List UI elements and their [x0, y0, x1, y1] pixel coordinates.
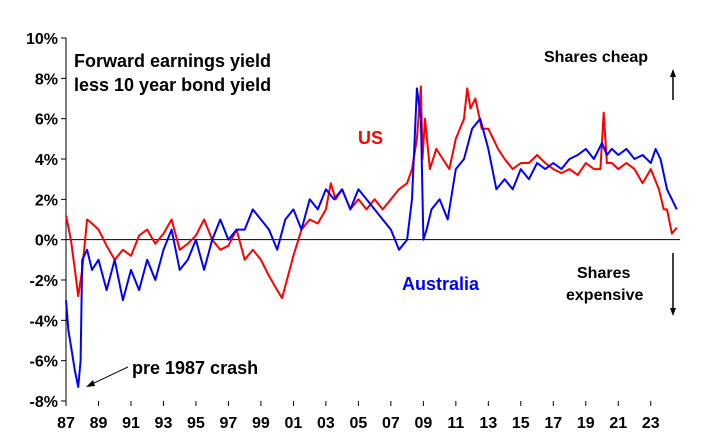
y-tick-label: -2% — [30, 273, 58, 290]
series-line-us — [65, 85, 678, 300]
x-tick-label: 97 — [220, 415, 238, 432]
crash-label: pre 1987 crash — [132, 358, 258, 378]
crash-arrowhead — [86, 380, 95, 387]
x-tick-label: 09 — [414, 415, 432, 432]
shares-expensive-label-line1: Shares — [577, 265, 630, 282]
chart-title-line2: less 10 year bond yield — [74, 75, 271, 95]
x-tick-label: 13 — [479, 415, 497, 432]
series-layer — [65, 85, 678, 388]
y-axis-ticks: -8% -6% -4% -2% 0% 2% 4% 6% 8% 10% — [26, 31, 66, 411]
x-tick-label: 95 — [187, 415, 205, 432]
y-tick-label: -4% — [30, 313, 58, 330]
x-tick-label: 03 — [317, 415, 335, 432]
x-tick-label: 21 — [609, 415, 627, 432]
x-tick-label: 11 — [447, 415, 464, 432]
y-tick-label: 0% — [35, 233, 58, 250]
y-tick-label: 8% — [35, 71, 58, 88]
x-tick-label: 01 — [285, 415, 303, 432]
chart-title-line1: Forward earnings yield — [74, 51, 271, 71]
shares-cheap-arrowhead — [670, 69, 676, 77]
x-tick-label: 15 — [512, 415, 530, 432]
y-tick-label: -8% — [30, 394, 58, 411]
y-tick-label: 10% — [26, 31, 58, 48]
x-axis-ticks: 87 89 91 93 95 97 99 01 03 05 07 09 11 13 15 17 19 21 23 — [57, 401, 660, 432]
x-tick-label: 19 — [577, 415, 595, 432]
x-tick-label: 89 — [90, 415, 108, 432]
x-tick-label: 23 — [642, 415, 660, 432]
shares-cheap-label: Shares cheap — [544, 49, 648, 66]
y-tick-label: 6% — [35, 112, 58, 129]
y-tick-label: 4% — [35, 152, 58, 169]
y-tick-label: 2% — [35, 192, 58, 209]
y-tick-label: -6% — [30, 354, 58, 371]
crash-arrow — [91, 366, 129, 385]
x-tick-label: 07 — [382, 415, 400, 432]
x-tick-label: 05 — [349, 415, 367, 432]
x-tick-label: 87 — [57, 415, 75, 432]
x-tick-label: 99 — [252, 415, 270, 432]
x-tick-label: 93 — [155, 415, 173, 432]
shares-expensive-label-line2: expensive — [566, 287, 643, 304]
x-tick-label: 17 — [544, 415, 562, 432]
us-series-label: US — [358, 128, 383, 148]
series-line-australia — [65, 87, 678, 388]
australia-series-label: Australia — [402, 274, 480, 294]
x-tick-label: 91 — [122, 415, 140, 432]
shares-expensive-arrowhead — [670, 308, 676, 316]
